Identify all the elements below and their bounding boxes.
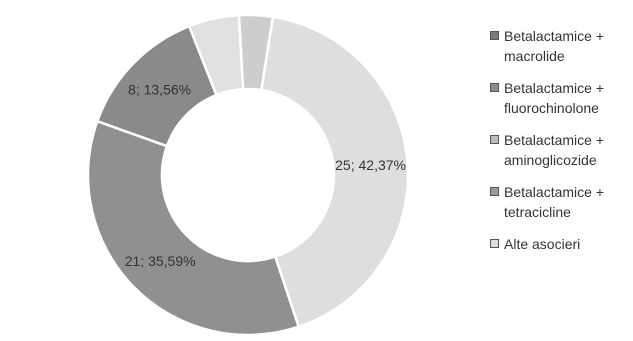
legend-item-macrolide: Betalactamice + macrolide xyxy=(490,26,630,66)
legend-label-alte-asocieri: Alte asocieri xyxy=(504,236,581,252)
legend-label-aminoglicozide: Betalactamice + aminoglicozide xyxy=(504,132,604,168)
legend-item-fluorochinolone: Betalactamice + fluorochinolone xyxy=(490,78,630,118)
legend-swatch-fluorochinolone xyxy=(490,83,499,92)
data-label-5: 25; 42,37% xyxy=(335,157,406,173)
legend-swatch-aminoglicozide xyxy=(490,135,499,144)
legend-label-fluorochinolone: Betalactamice + fluorochinolone xyxy=(504,80,604,116)
legend-item-alte-asocieri: Alte asocieri xyxy=(490,234,630,254)
data-label-2: 8; 13,56% xyxy=(128,81,191,97)
legend-swatch-macrolide xyxy=(490,31,499,40)
legend-label-macrolide: Betalactamice + macrolide xyxy=(504,28,604,64)
legend-item-aminoglicozide: Betalactamice + aminoglicozide xyxy=(490,130,630,170)
slice-1 xyxy=(86,119,301,337)
legend: Betalactamice + macrolide Betalactamice … xyxy=(490,26,630,266)
legend-swatch-alte-asocieri xyxy=(490,239,499,248)
legend-label-tetracicline: Betalactamice + tetracicline xyxy=(504,184,604,220)
legend-swatch-tetracicline xyxy=(490,187,499,196)
slice-5 xyxy=(259,15,410,329)
legend-item-tetracicline: Betalactamice + tetracicline xyxy=(490,182,630,222)
data-label-1: 21; 35,59% xyxy=(125,253,196,269)
